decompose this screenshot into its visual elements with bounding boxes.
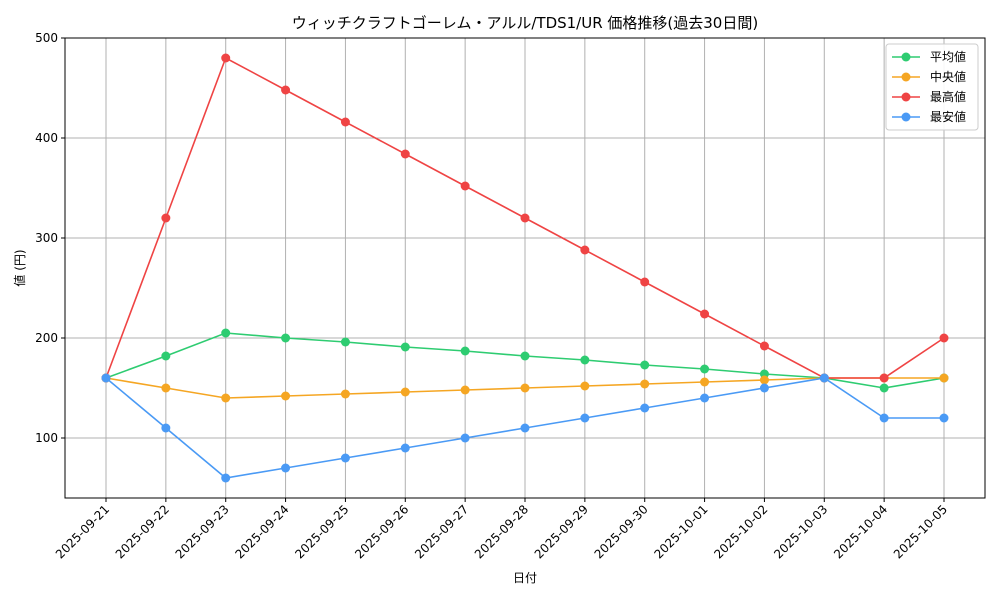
y-tick-label: 100 bbox=[35, 431, 58, 445]
x-tick-label: 2025-10-03 bbox=[771, 502, 830, 561]
data-point bbox=[221, 53, 231, 63]
x-axis-label: 日付 bbox=[513, 571, 537, 585]
data-point bbox=[759, 375, 769, 385]
data-point bbox=[460, 385, 470, 395]
data-point bbox=[759, 341, 769, 351]
data-point bbox=[340, 337, 350, 347]
data-point bbox=[281, 333, 291, 343]
series-2 bbox=[101, 373, 949, 403]
legend-label: 最高値 bbox=[930, 89, 966, 104]
x-tick-label: 2025-10-04 bbox=[831, 502, 890, 561]
data-point bbox=[580, 381, 590, 391]
x-tick-label: 2025-09-21 bbox=[53, 502, 112, 561]
y-tick-label: 200 bbox=[35, 331, 58, 345]
data-point bbox=[640, 379, 650, 389]
data-point bbox=[580, 413, 590, 423]
data-point bbox=[221, 328, 231, 338]
legend-label: 平均値 bbox=[930, 49, 966, 64]
legend-item: 最安値 bbox=[892, 109, 966, 124]
data-point bbox=[879, 373, 889, 383]
data-point bbox=[700, 377, 710, 387]
legend-item: 中央値 bbox=[892, 69, 966, 84]
data-point bbox=[759, 383, 769, 393]
y-axis: 100 200 300 400 500 bbox=[35, 31, 65, 445]
data-point bbox=[520, 383, 530, 393]
data-point bbox=[700, 364, 710, 374]
y-tick-label: 300 bbox=[35, 231, 58, 245]
x-tick-label: 2025-10-02 bbox=[711, 502, 770, 561]
x-tick-label: 2025-09-30 bbox=[592, 502, 651, 561]
x-axis: 2025-09-21 2025-09-22 2025-09-23 2025-09-24… bbox=[53, 498, 950, 561]
x-tick-label: 2025-09-26 bbox=[352, 502, 411, 561]
y-tick-label: 400 bbox=[35, 131, 58, 145]
data-point bbox=[939, 333, 949, 343]
data-point bbox=[819, 373, 829, 383]
data-point bbox=[939, 413, 949, 423]
data-point bbox=[520, 351, 530, 361]
data-point bbox=[400, 443, 410, 453]
data-point bbox=[400, 387, 410, 397]
y-axis-label: 値 (円) bbox=[12, 249, 27, 286]
x-tick-label: 2025-09-22 bbox=[113, 502, 172, 561]
legend-marker bbox=[901, 72, 911, 82]
data-point bbox=[161, 383, 171, 393]
data-point bbox=[281, 391, 291, 401]
legend-item: 平均値 bbox=[892, 49, 966, 64]
legend-marker bbox=[901, 92, 911, 102]
legend-marker bbox=[901, 112, 911, 122]
data-point bbox=[520, 423, 530, 433]
data-point bbox=[879, 383, 889, 393]
data-point bbox=[460, 181, 470, 191]
data-point bbox=[460, 433, 470, 443]
data-point bbox=[700, 309, 710, 319]
data-point bbox=[340, 453, 350, 463]
data-point bbox=[640, 403, 650, 413]
x-tick-label: 2025-09-28 bbox=[472, 502, 531, 561]
x-tick-label: 2025-10-01 bbox=[651, 502, 710, 561]
chart-title: ウィッチクラフトゴーレム・アルル/TDS1/UR 価格推移(過去30日間) bbox=[292, 14, 758, 32]
data-point bbox=[101, 373, 111, 383]
data-point bbox=[281, 463, 291, 473]
x-tick-label: 2025-09-23 bbox=[173, 502, 232, 561]
data-point bbox=[580, 245, 590, 255]
legend-label: 中央値 bbox=[930, 69, 966, 84]
data-point bbox=[520, 213, 530, 223]
data-point bbox=[161, 423, 171, 433]
legend-item: 最高値 bbox=[892, 89, 966, 104]
data-point bbox=[640, 277, 650, 287]
x-tick-label: 2025-09-24 bbox=[232, 502, 291, 561]
legend-box bbox=[885, 43, 979, 131]
data-point bbox=[879, 413, 889, 423]
legend-marker bbox=[901, 52, 911, 62]
data-point bbox=[460, 346, 470, 356]
data-point bbox=[340, 389, 350, 399]
data-point bbox=[221, 473, 231, 483]
data-point bbox=[580, 355, 590, 365]
data-point bbox=[640, 360, 650, 370]
data-point bbox=[221, 393, 231, 403]
x-tick-label: 2025-09-25 bbox=[292, 502, 351, 561]
series-4 bbox=[101, 373, 949, 483]
data-point bbox=[161, 351, 171, 361]
legend-label: 最安値 bbox=[930, 109, 966, 124]
x-tick-label: 2025-09-27 bbox=[412, 502, 471, 561]
data-point bbox=[400, 342, 410, 352]
series-1 bbox=[101, 328, 949, 393]
data-point bbox=[340, 117, 350, 127]
data-point bbox=[400, 149, 410, 159]
series-group bbox=[101, 53, 949, 483]
y-tick-label: 500 bbox=[35, 31, 58, 45]
data-point bbox=[161, 213, 171, 223]
data-point bbox=[939, 373, 949, 383]
data-point bbox=[700, 393, 710, 403]
data-point bbox=[281, 85, 291, 95]
x-tick-label: 2025-09-29 bbox=[532, 502, 591, 561]
x-tick-label: 2025-10-05 bbox=[891, 502, 950, 561]
